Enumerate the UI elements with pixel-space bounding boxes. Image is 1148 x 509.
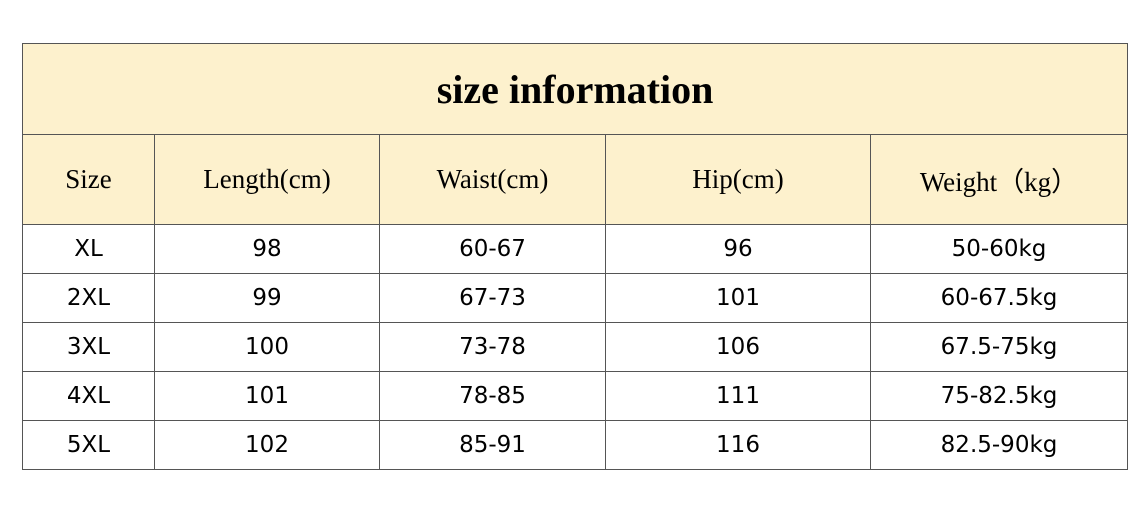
data-cell: 73-78 [379,322,606,372]
data-row: 2XL 99 67-73 101 60-67.5kg [22,273,1129,323]
header-cell: Hip(cm) [605,134,871,225]
data-row: 3XL 100 73-78 106 67.5-75kg [22,322,1129,372]
data-cell: 85-91 [379,420,606,470]
data-cell: 5XL [22,420,155,470]
data-row: 5XL 102 85-91 116 82.5-90kg [22,420,1129,470]
table-title: size information [21,43,1129,135]
data-row: XL 98 60-67 96 50-60kg [22,224,1129,274]
data-cell: 82.5-90kg [869,420,1129,470]
title-row: size information [21,43,1129,135]
data-cell: 98 [154,224,380,274]
header-cell: Waist(cm) [379,134,606,225]
data-cell: 106 [605,322,871,372]
data-cell: 2XL [22,273,155,323]
header-cell: Size [22,134,155,225]
data-cell: 100 [154,322,380,372]
data-row: 4XL 101 78-85 111 75-82.5kg [22,371,1129,421]
header-cell: Weight（kg） [869,134,1129,225]
data-cell: 111 [605,371,871,421]
data-cell: 3XL [22,322,155,372]
data-cell: 96 [605,224,871,274]
header-row: Size Length(cm) Waist(cm) Hip(cm) Weight（kg） [22,134,1129,225]
size-table: size information Size Length(cm) Waist(cm)… [21,43,1129,470]
data-cell: 116 [605,420,871,470]
data-cell: XL [22,224,155,274]
header-cell: Length(cm) [154,134,380,225]
data-cell: 78-85 [379,371,606,421]
size-table-wrap: size information Size Length(cm) Waist(cm)… [21,43,1129,470]
data-cell: 75-82.5kg [869,371,1129,421]
data-cell: 67-73 [379,273,606,323]
data-cell: 60-67.5kg [869,273,1129,323]
data-cell: 67.5-75kg [869,322,1129,372]
data-cell: 101 [605,273,871,323]
data-cell: 102 [154,420,380,470]
data-cell: 4XL [22,371,155,421]
data-cell: 60-67 [379,224,606,274]
data-cell: 99 [154,273,380,323]
data-cell: 50-60kg [869,224,1129,274]
data-cell: 101 [154,371,380,421]
